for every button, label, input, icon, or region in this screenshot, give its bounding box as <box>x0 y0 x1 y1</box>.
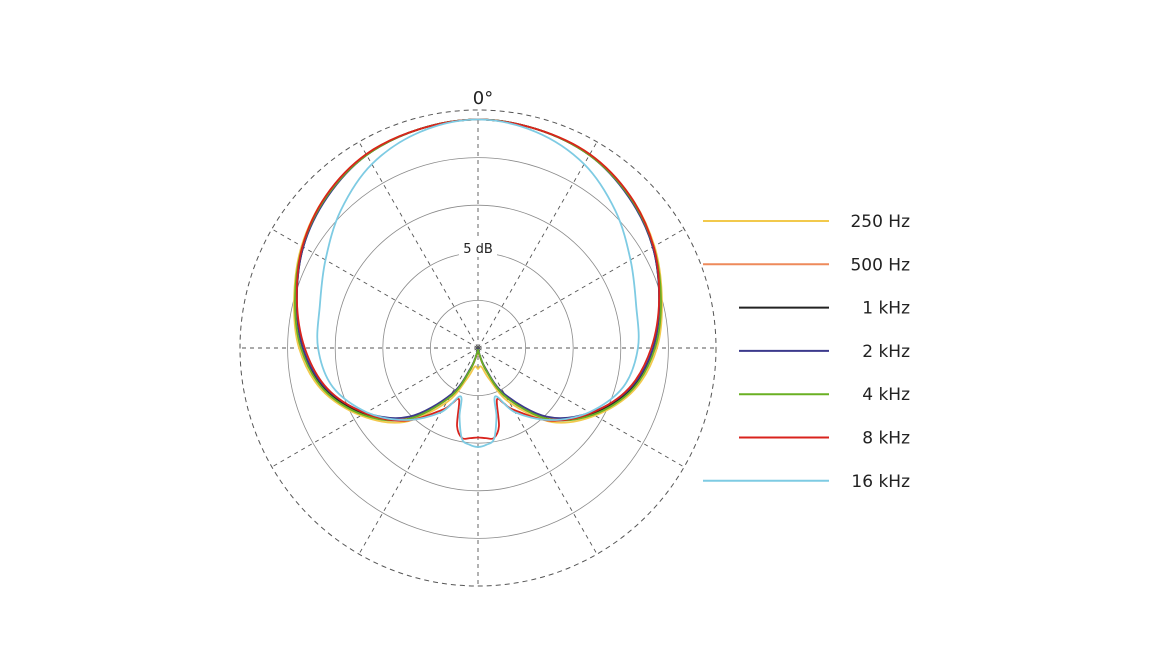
series-curve-8-khz <box>295 118 661 440</box>
series-curve-16-khz <box>316 118 640 448</box>
legend-item-8-khz: 8 kHz <box>739 429 910 449</box>
polar-labels: 0° 5 dB <box>459 88 497 257</box>
grid-spoke <box>358 347 479 555</box>
legend-item-2-khz: 2 kHz <box>739 342 910 362</box>
series-curve-250-hz <box>293 118 663 424</box>
radial-label-5db: 5 dB <box>463 242 493 257</box>
grid-circle <box>239 109 717 587</box>
legend-item-4-khz: 4 kHz <box>739 385 910 405</box>
legend-label: 250 Hz <box>850 212 910 232</box>
grid-spoke <box>477 347 598 555</box>
polar-curves <box>293 118 663 448</box>
legend-label: 8 kHz <box>862 429 910 449</box>
grid-circle <box>334 204 622 492</box>
radial-label-background <box>459 239 497 257</box>
angle-label-0deg: 0° <box>473 88 493 109</box>
polar-grid <box>239 109 717 587</box>
legend-label: 2 kHz <box>862 342 910 362</box>
legend-item-250-hz: 250 Hz <box>703 212 910 232</box>
legend-label: 4 kHz <box>862 385 910 405</box>
legend-label: 1 kHz <box>862 299 910 319</box>
grid-circle <box>429 299 526 396</box>
legend-item-16-khz: 16 kHz <box>703 472 910 492</box>
legend-item-500-hz: 500 Hz <box>703 255 910 275</box>
grid-circle <box>287 157 669 539</box>
legend-label: 500 Hz <box>850 255 910 275</box>
legend-item-1-khz: 1 kHz <box>739 299 910 319</box>
legend: 250 Hz 500 Hz 1 kHz 2 kHz 4 kHz 8 kHz 16 kHz <box>703 212 910 492</box>
legend-label: 16 kHz <box>851 472 910 492</box>
